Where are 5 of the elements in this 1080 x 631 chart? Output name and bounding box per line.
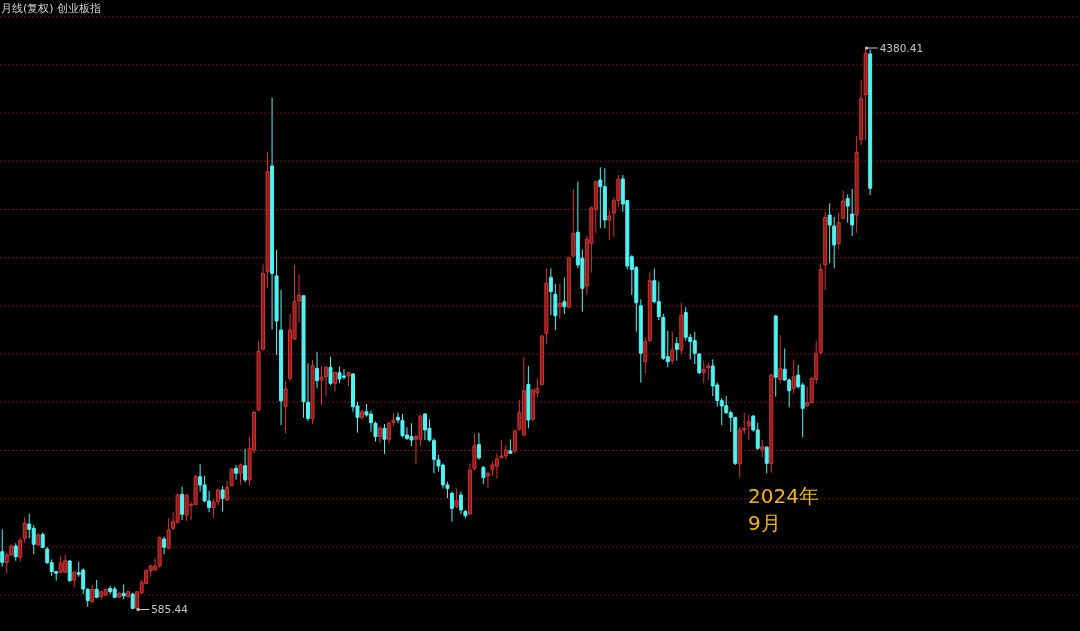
annotation: 2024年 9月 [748,484,819,535]
title: 月线(复权) 创业板指 [1,2,102,15]
annotation: 585.44 [136,603,188,616]
annotation: 585.44 [151,603,189,616]
annotation: 4380.41 [865,41,924,54]
